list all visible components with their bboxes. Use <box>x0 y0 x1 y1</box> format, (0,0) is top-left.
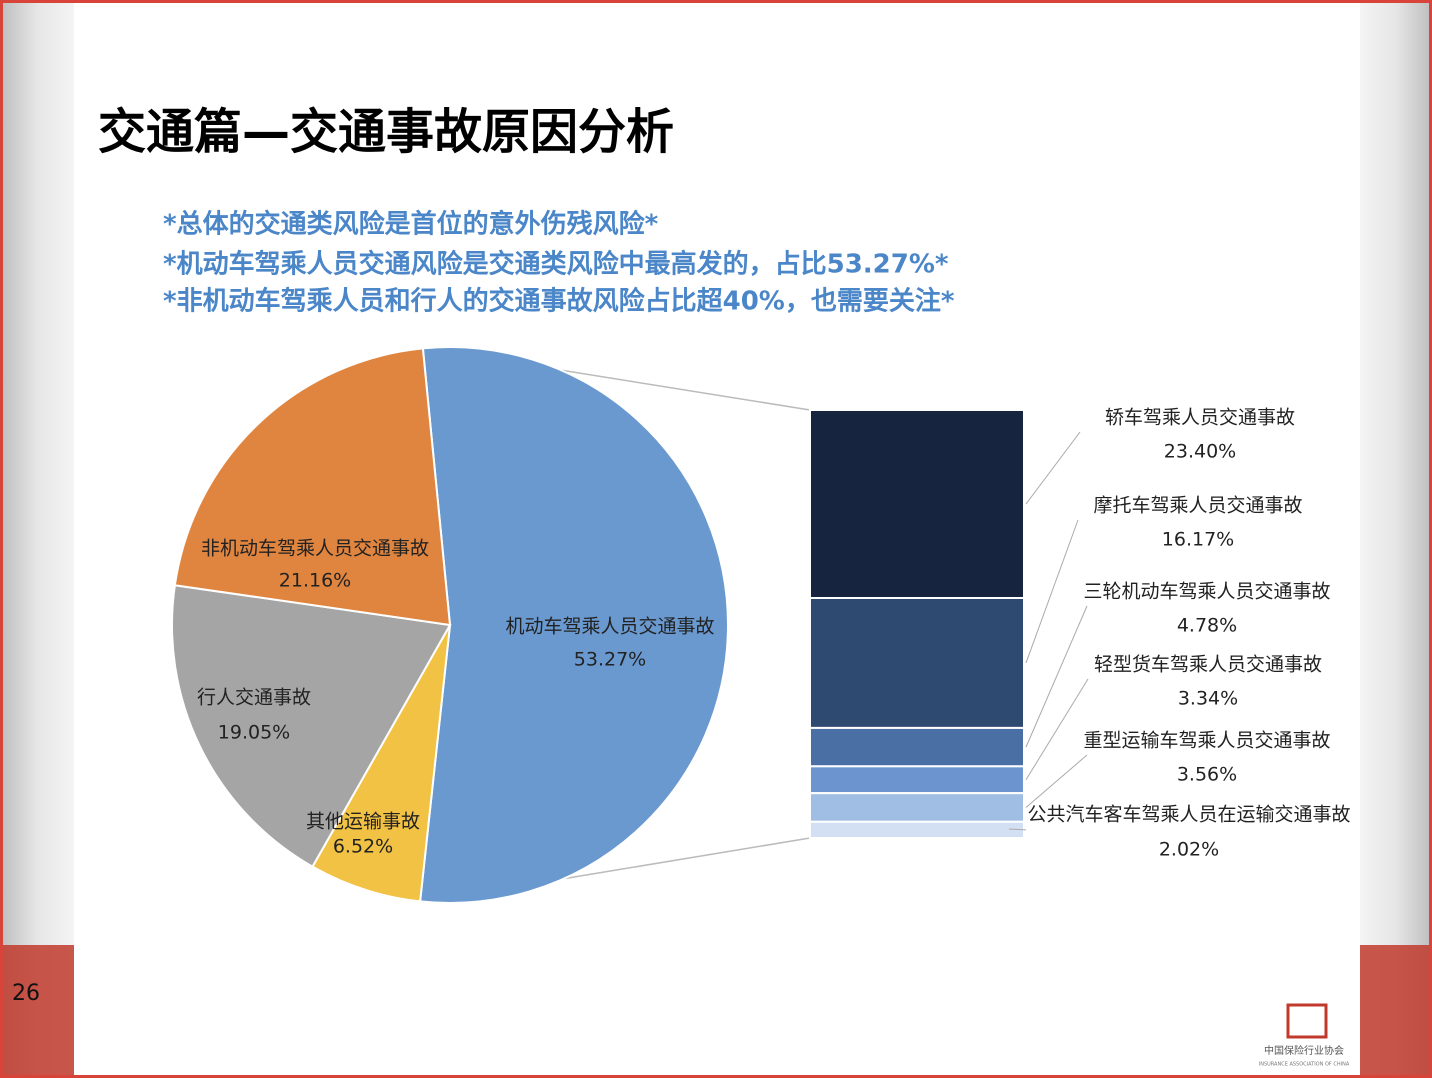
slice-value: 53.27% <box>574 649 646 671</box>
slice-value: 19.05% <box>218 722 290 744</box>
breakdown-value: 16.17% <box>1162 529 1234 551</box>
breakdown-segment <box>809 820 1025 839</box>
logo-icon <box>1286 1003 1328 1039</box>
annotation: *总体的交通类风险是首位的意外伤残风险* <box>163 209 659 240</box>
breakdown-label: 公共汽车客车驾乘人员在运输交通事故 <box>1027 804 1350 826</box>
breakdown-value: 3.34% <box>1178 688 1238 710</box>
slice-value: 21.16% <box>279 570 351 592</box>
breakdown-segment <box>809 765 1025 795</box>
breakdown-segment <box>809 726 1025 768</box>
breakdown-value: 2.02% <box>1159 839 1219 861</box>
breakdown-label: 轻型货车驾乘人员交通事故 <box>1094 654 1322 676</box>
breakdown-value: 3.56% <box>1177 764 1237 786</box>
leader-line <box>1025 519 1079 664</box>
right-border <box>1360 0 1432 1078</box>
page-number: 26 <box>12 981 40 1006</box>
leader-line <box>1025 431 1081 505</box>
logo-name: 中国保险行业协会 <box>1264 1044 1344 1057</box>
annotation: *非机动车驾乘人员和行人的交通事故风险占比超40%，也需要关注* <box>163 286 955 317</box>
slide-title: 交通篇—交通事故原因分析 <box>98 104 674 160</box>
leader-line <box>1025 605 1088 748</box>
pie-slice <box>171 584 452 868</box>
breakdown-value: 4.78% <box>1177 615 1237 637</box>
slice-label: 其他运输事故 <box>306 811 420 833</box>
breakdown-label: 重型运输车驾乘人员交通事故 <box>1083 730 1330 752</box>
left-border <box>0 0 74 1078</box>
pie-slice <box>311 624 451 903</box>
slice-label: 机动车驾乘人员交通事故 <box>505 616 714 638</box>
slice-value: 6.52% <box>333 836 393 858</box>
left-red-band <box>0 945 74 1078</box>
slice-label: 行人交通事故 <box>197 687 311 709</box>
pie-slice <box>173 347 452 627</box>
breakdown-segment <box>809 792 1025 823</box>
breakdown-segment <box>809 597 1025 729</box>
logo-subtitle: INSURANCE ASSOCIATION OF CHINA <box>1259 1062 1350 1068</box>
right-red-band <box>1360 945 1432 1078</box>
leader-line <box>1008 828 1027 831</box>
slice-label: 非机动车驾乘人员交通事故 <box>201 538 429 560</box>
annotation: *机动车驾乘人员交通风险是交通类风险中最高发的，占比53.27%* <box>163 249 949 280</box>
breakdown-segment <box>809 409 1025 600</box>
breakdown-label: 摩托车驾乘人员交通事故 <box>1093 495 1302 517</box>
leader-line <box>1025 754 1088 808</box>
pie-slice <box>419 346 729 904</box>
breakdown-label: 轿车驾乘人员交通事故 <box>1105 407 1295 429</box>
breakdown-label: 三轮机动车驾乘人员交通事故 <box>1083 581 1330 603</box>
leader-line <box>1025 678 1089 781</box>
breakdown-value: 23.40% <box>1164 441 1236 463</box>
